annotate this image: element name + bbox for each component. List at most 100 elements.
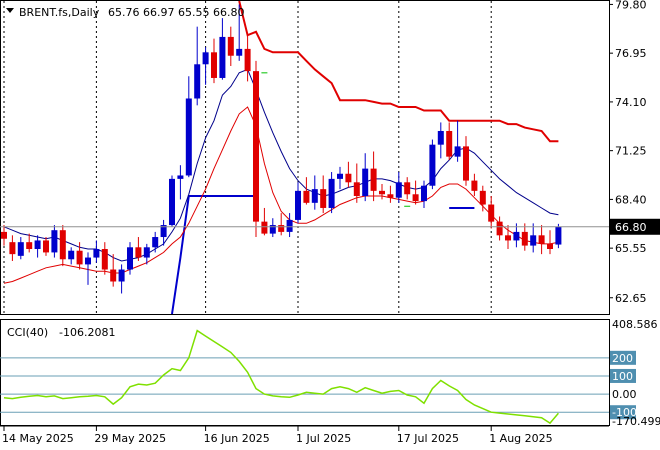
price-tick-label: 71.25 xyxy=(615,145,647,158)
candle xyxy=(395,172,402,203)
candle xyxy=(59,225,66,267)
candle-body xyxy=(328,178,335,208)
candlesticks xyxy=(1,4,562,294)
candle-body xyxy=(412,194,419,202)
candle xyxy=(202,47,209,85)
candle xyxy=(429,139,436,190)
candle-body xyxy=(261,221,268,234)
slow-ma-line xyxy=(3,106,559,284)
candle-body xyxy=(110,269,117,282)
candle-body xyxy=(429,144,436,186)
candle xyxy=(286,213,293,238)
current-price-label: 66.80 xyxy=(615,221,647,234)
candle-body xyxy=(227,36,234,56)
time-axis: 14 May 2025 29 May 2025 16 Jun 2025 1 Jul 2… xyxy=(0,425,609,445)
candle-body xyxy=(152,237,159,248)
candle xyxy=(370,151,377,202)
candle-body xyxy=(76,250,83,265)
candle xyxy=(513,223,520,248)
candle xyxy=(160,219,167,246)
candle-body xyxy=(446,130,453,157)
candle-body xyxy=(85,257,91,265)
candle xyxy=(421,180,427,208)
candle-body xyxy=(93,249,100,258)
candle xyxy=(311,175,318,210)
candle xyxy=(463,136,469,186)
candle-body xyxy=(421,185,427,202)
candle xyxy=(269,218,276,238)
candle xyxy=(244,35,251,82)
candle xyxy=(152,231,159,253)
collapse-triangle-icon[interactable] xyxy=(6,8,14,13)
cci-levels xyxy=(0,357,609,413)
candle-body xyxy=(555,226,562,245)
upper-band-line xyxy=(238,0,559,143)
cci-tick-label: 408.586 xyxy=(612,318,658,331)
candle-body xyxy=(387,194,394,198)
candle xyxy=(76,242,83,270)
candle xyxy=(227,26,234,66)
candle-body xyxy=(496,221,503,236)
candle-body xyxy=(454,146,461,157)
candle-body xyxy=(185,98,192,176)
candle-body xyxy=(547,243,553,250)
candle xyxy=(496,216,503,241)
candle-body xyxy=(43,240,49,253)
candle-body xyxy=(127,247,133,270)
cci-tick-label: -100 xyxy=(612,406,637,419)
candle xyxy=(530,223,537,253)
cci-level-box xyxy=(610,350,636,365)
time-tick-label: 17 Jul 2025 xyxy=(397,432,459,445)
candle xyxy=(345,161,352,188)
price-tick-label: 65.55 xyxy=(615,242,647,255)
candle xyxy=(446,122,453,161)
price-header: BRENT.fs,Daily 65.76 66.97 65.55 66.80 xyxy=(6,6,244,19)
candle xyxy=(185,76,192,178)
cci-tick-label: -170.499 xyxy=(612,415,660,428)
candle-body xyxy=(379,190,385,195)
price-tick-label: 62.65 xyxy=(615,292,647,305)
cci-tick-label: 100 xyxy=(612,370,633,383)
symbol-label: BRENT.fs,Daily xyxy=(19,6,100,19)
candle xyxy=(110,254,117,287)
candle-body xyxy=(177,175,184,179)
candle xyxy=(328,172,335,214)
candle-body xyxy=(160,225,167,238)
candle-body xyxy=(202,52,209,65)
candle-body xyxy=(236,48,243,56)
candle xyxy=(320,175,327,214)
candle xyxy=(26,233,33,253)
candle xyxy=(521,223,528,251)
cci-value: -106.2081 xyxy=(59,326,115,339)
candle xyxy=(362,153,369,202)
candle xyxy=(538,225,545,255)
time-tick-label: 14 May 2025 xyxy=(2,432,74,445)
cci-line xyxy=(3,329,559,425)
candle xyxy=(17,237,24,260)
candle xyxy=(1,225,7,246)
price-panel: 79.80 76.95 74.10 71.25 68.40 65.55 62.65 66.8… xyxy=(0,0,660,425)
candle xyxy=(454,120,461,162)
candle-body xyxy=(101,249,108,270)
candle xyxy=(379,184,385,200)
candle-body xyxy=(1,231,7,239)
candle-body xyxy=(143,247,150,258)
candle xyxy=(555,223,562,249)
candle-body xyxy=(244,48,251,72)
candle xyxy=(169,175,175,227)
candle xyxy=(337,166,343,190)
price-tick-label: 76.95 xyxy=(615,47,647,60)
candle-body xyxy=(463,146,469,181)
candle xyxy=(488,195,495,229)
candle xyxy=(177,165,184,200)
candle-body xyxy=(320,189,327,208)
cci-series xyxy=(3,329,559,425)
candle xyxy=(9,235,16,261)
candle-body xyxy=(311,189,318,203)
price-tick-label: 74.10 xyxy=(615,96,647,109)
candle xyxy=(303,177,310,205)
price-panel-frame xyxy=(0,0,610,315)
candle xyxy=(437,122,444,159)
candle-body xyxy=(169,178,175,226)
